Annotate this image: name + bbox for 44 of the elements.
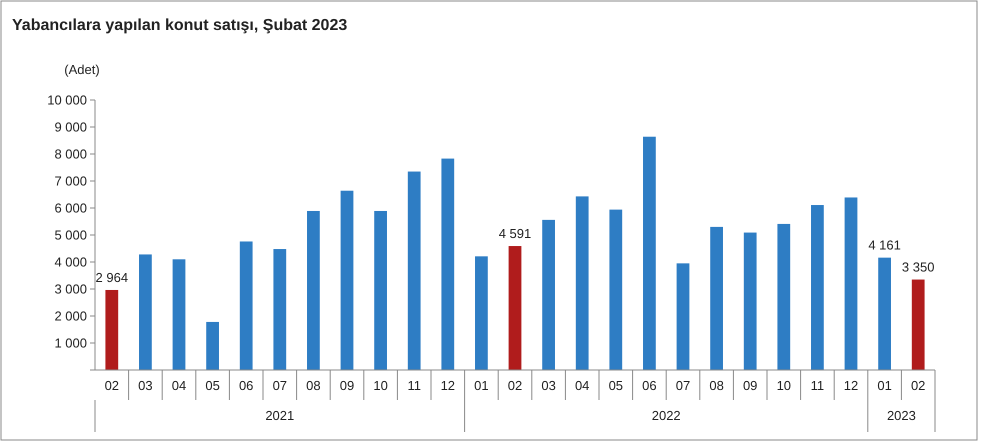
data-label: 4 161 bbox=[868, 238, 901, 253]
chart-title: Yabancılara yapılan konut satışı, Şubat 2023 bbox=[12, 17, 348, 34]
x-tick-label: 05 bbox=[608, 378, 624, 393]
y-tick-label: 8 000 bbox=[54, 146, 87, 162]
data-label: 3 350 bbox=[902, 260, 934, 275]
x-tick-label: 02 bbox=[910, 378, 926, 393]
data-label: 4 591 bbox=[498, 226, 532, 242]
text: 2021 bbox=[265, 408, 294, 423]
y-tick-label: 5 000 bbox=[54, 228, 87, 243]
x-tick-label: 02 bbox=[104, 378, 120, 393]
x-tick-label: 12 bbox=[844, 378, 858, 393]
x-tick-label: 05 bbox=[205, 378, 220, 393]
x-tick-label: 06 bbox=[642, 378, 657, 393]
x-tick-label: 08 bbox=[306, 378, 321, 393]
y-tick-label: 4 000 bbox=[54, 254, 87, 270]
data-label: 2 964 bbox=[96, 270, 128, 285]
text: 2022 bbox=[652, 408, 681, 423]
text: 2023 bbox=[886, 408, 916, 423]
x-tick-label: 02 bbox=[508, 378, 522, 393]
x-tick-label: 08 bbox=[709, 378, 724, 393]
y-tick-label: 6 000 bbox=[54, 200, 87, 216]
y-tick-label: 10 000 bbox=[47, 92, 87, 108]
y-tick-label: 7 000 bbox=[54, 174, 87, 189]
y-tick-label: 2 000 bbox=[54, 308, 87, 324]
x-tick-label: 10 bbox=[776, 378, 792, 393]
y-tick-label: 3 000 bbox=[54, 282, 87, 297]
x-tick-label: 11 bbox=[407, 378, 421, 393]
y-tick-label: 9 000 bbox=[54, 120, 87, 135]
y-tick-label: 1 000 bbox=[54, 336, 87, 351]
x-tick-label: 12 bbox=[440, 378, 456, 393]
x-tick-label: 01 bbox=[877, 378, 892, 393]
x-tick-label: 09 bbox=[742, 378, 758, 393]
x-tick-label: 09 bbox=[340, 378, 354, 393]
x-tick-label: 11 bbox=[810, 378, 824, 393]
x-tick-label: 03 bbox=[541, 378, 556, 393]
x-tick-label: 07 bbox=[272, 378, 288, 393]
y-axis-title: (Adet) bbox=[64, 62, 100, 77]
x-tick-label: 03 bbox=[138, 378, 153, 393]
x-tick-label: 06 bbox=[238, 378, 254, 393]
x-tick-label: 07 bbox=[676, 378, 690, 393]
x-tick-label: 01 bbox=[474, 378, 489, 393]
x-tick-label: 10 bbox=[373, 378, 388, 393]
x-tick-label: 04 bbox=[574, 378, 590, 393]
x-tick-label: 04 bbox=[172, 378, 186, 393]
